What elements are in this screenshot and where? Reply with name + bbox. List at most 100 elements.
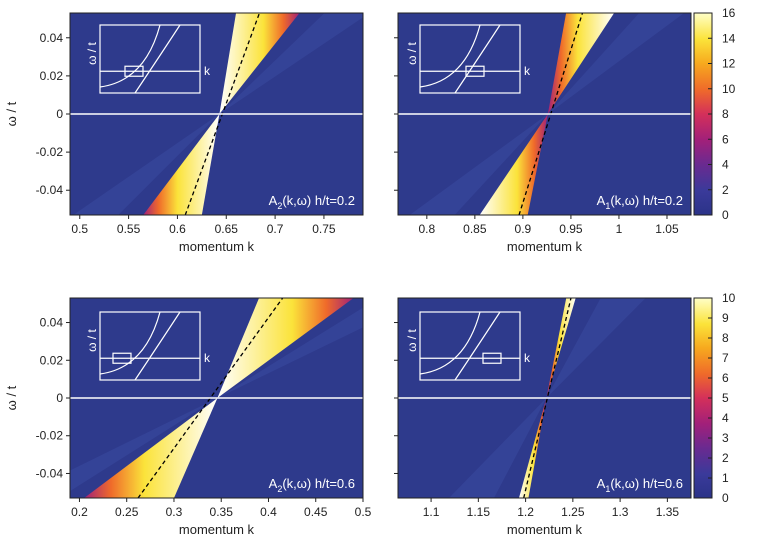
panel-label-rest: (k,ω) h/t=0.6 [282, 476, 355, 491]
x-tick-label: 0.2 [71, 505, 88, 519]
dispersion-dashed-line [137, 298, 284, 498]
panel-label-main: A [597, 193, 606, 208]
y-tick-label: -0.04 [36, 466, 64, 480]
x-tick-label: 1 [616, 222, 623, 236]
inset: k ω / t [85, 24, 211, 94]
x-tick-label: 0.75 [312, 222, 336, 236]
colorbar-tick-label: 3 [722, 431, 729, 445]
x-tick-label: 0.85 [463, 222, 487, 236]
x-tick-label: 0.25 [115, 505, 139, 519]
x-tick-label: 0.35 [210, 505, 234, 519]
y-tick-label: 0 [56, 391, 63, 405]
plot-area [70, 298, 363, 498]
x-tick-label: 0.3 [166, 505, 183, 519]
continuum-shadow [219, 13, 363, 114]
inset-frame [99, 311, 201, 381]
spectral-band-lower [479, 114, 548, 215]
colorbar-tick-label: 0 [722, 208, 729, 222]
inset-k-label: k [524, 351, 531, 365]
x-tick-label: 0.9 [515, 222, 532, 236]
colorbar-tick-label: 12 [722, 57, 736, 71]
colorbar-tick-label: 2 [722, 451, 729, 465]
panel-label-main: A [269, 193, 278, 208]
inset-curve [454, 311, 501, 381]
spectral-band-lower [143, 114, 220, 215]
y-tick-label: -0.04 [36, 183, 64, 197]
continuum-shadow [547, 13, 685, 114]
panel-label-sub: 2 [277, 484, 282, 494]
y-tick-label: 0.02 [40, 69, 64, 83]
inset-curve [134, 24, 181, 94]
panel-label: A1(k,ω) h/t=0.6 [597, 476, 683, 494]
inset-curve [134, 311, 181, 381]
panel-label-main: A [269, 476, 278, 491]
x-tick-label: 0.5 [355, 505, 372, 519]
inset-curve [99, 311, 161, 375]
x-tick-label: 0.55 [117, 222, 141, 236]
x-axis-label: momentum k [179, 239, 255, 254]
spectral-band-upper [219, 13, 300, 114]
inset-k-label: k [204, 351, 211, 365]
spectral-band-lower [518, 398, 547, 498]
continuum-shadow [448, 398, 547, 498]
inset: k ω / t [85, 311, 211, 381]
y-tick-label: -0.02 [36, 429, 64, 443]
x-tick-label: 0.95 [559, 222, 583, 236]
x-axis: 1.1 1.15 1.2 1.25 1.3 1.35 [423, 498, 680, 519]
x-tick-label: 1.25 [561, 505, 585, 519]
x-tick-label: 0.6 [169, 222, 186, 236]
x-tick-label: 1.2 [517, 505, 534, 519]
inset-omega-label: ω / t [405, 329, 419, 352]
continuum-shadow [70, 398, 218, 492]
colorbar-tick-label: 16 [722, 6, 736, 20]
continuum-shadow [409, 114, 548, 215]
x-tick-label: 1.35 [656, 505, 680, 519]
dispersion-dashed-line [523, 298, 572, 498]
colorbar-tick-label: 2 [722, 183, 729, 197]
y-axis [394, 37, 398, 191]
inset: k ω / t [405, 311, 531, 381]
spectral-band-upper [217, 298, 354, 398]
y-axis: 0.04 0.02 0 -0.02 -0.04 [36, 31, 70, 197]
colorbar-tick-label: 10 [722, 82, 736, 96]
x-axis-label: momentum k [507, 522, 583, 537]
inset-curve [99, 24, 161, 88]
panel-label-rest: (k,ω) h/t=0.2 [610, 193, 683, 208]
inset-omega-label: ω / t [85, 42, 99, 65]
colorbar-tick-label: 7 [722, 351, 729, 365]
colorbar-tick-label: 4 [722, 158, 729, 172]
x-tick-label: 1.3 [612, 505, 629, 519]
panel-bottom-right: kω / tA1(k,ω) h/t=0.61.1 1.15 1.2 1.25 1.3 1.… [394, 297, 692, 537]
panel-label: A1(k,ω) h/t=0.2 [597, 193, 683, 211]
inset-zoom-box [482, 352, 502, 364]
x-tick-label: 0.65 [215, 222, 239, 236]
y-tick-label: 0.02 [40, 353, 64, 367]
inset-zoom-box [124, 65, 144, 77]
x-axis: 0.2 0.25 0.3 0.35 0.4 0.45 0.5 [71, 498, 372, 519]
plot-area [70, 13, 363, 215]
y-tick-label: 0.04 [40, 316, 64, 330]
inset-frame [99, 24, 201, 94]
x-axis-label: momentum k [507, 239, 583, 254]
continuum-shadow [217, 307, 363, 398]
panel-label-sub: 1 [605, 484, 610, 494]
inset-zoom-box [465, 65, 485, 77]
colorbar-tick-label: 4 [722, 411, 729, 425]
inset-zoom-box [112, 352, 132, 364]
colorbar-tick-label: 8 [722, 107, 729, 121]
panel-label: A2(k,ω) h/t=0.6 [269, 476, 355, 494]
inset-omega-label: ω / t [85, 329, 99, 352]
inset-curve [419, 24, 481, 88]
panel-top-right: kω / tA1(k,ω) h/t=0.20.8 0.85 0.9 0.95 1 1.05… [394, 12, 692, 254]
colorbar-tick-label: 9 [722, 311, 729, 325]
continuum-shadow [73, 114, 220, 215]
panel-label: A2(k,ω) h/t=0.2 [269, 193, 355, 211]
x-tick-label: 0.4 [260, 505, 277, 519]
colorbar-tick-label: 6 [722, 371, 729, 385]
spectral-band-upper [546, 298, 576, 398]
inset-frame [419, 24, 521, 94]
inset: k ω / t [405, 24, 531, 94]
colorbar-tick-label: 1 [722, 471, 729, 485]
